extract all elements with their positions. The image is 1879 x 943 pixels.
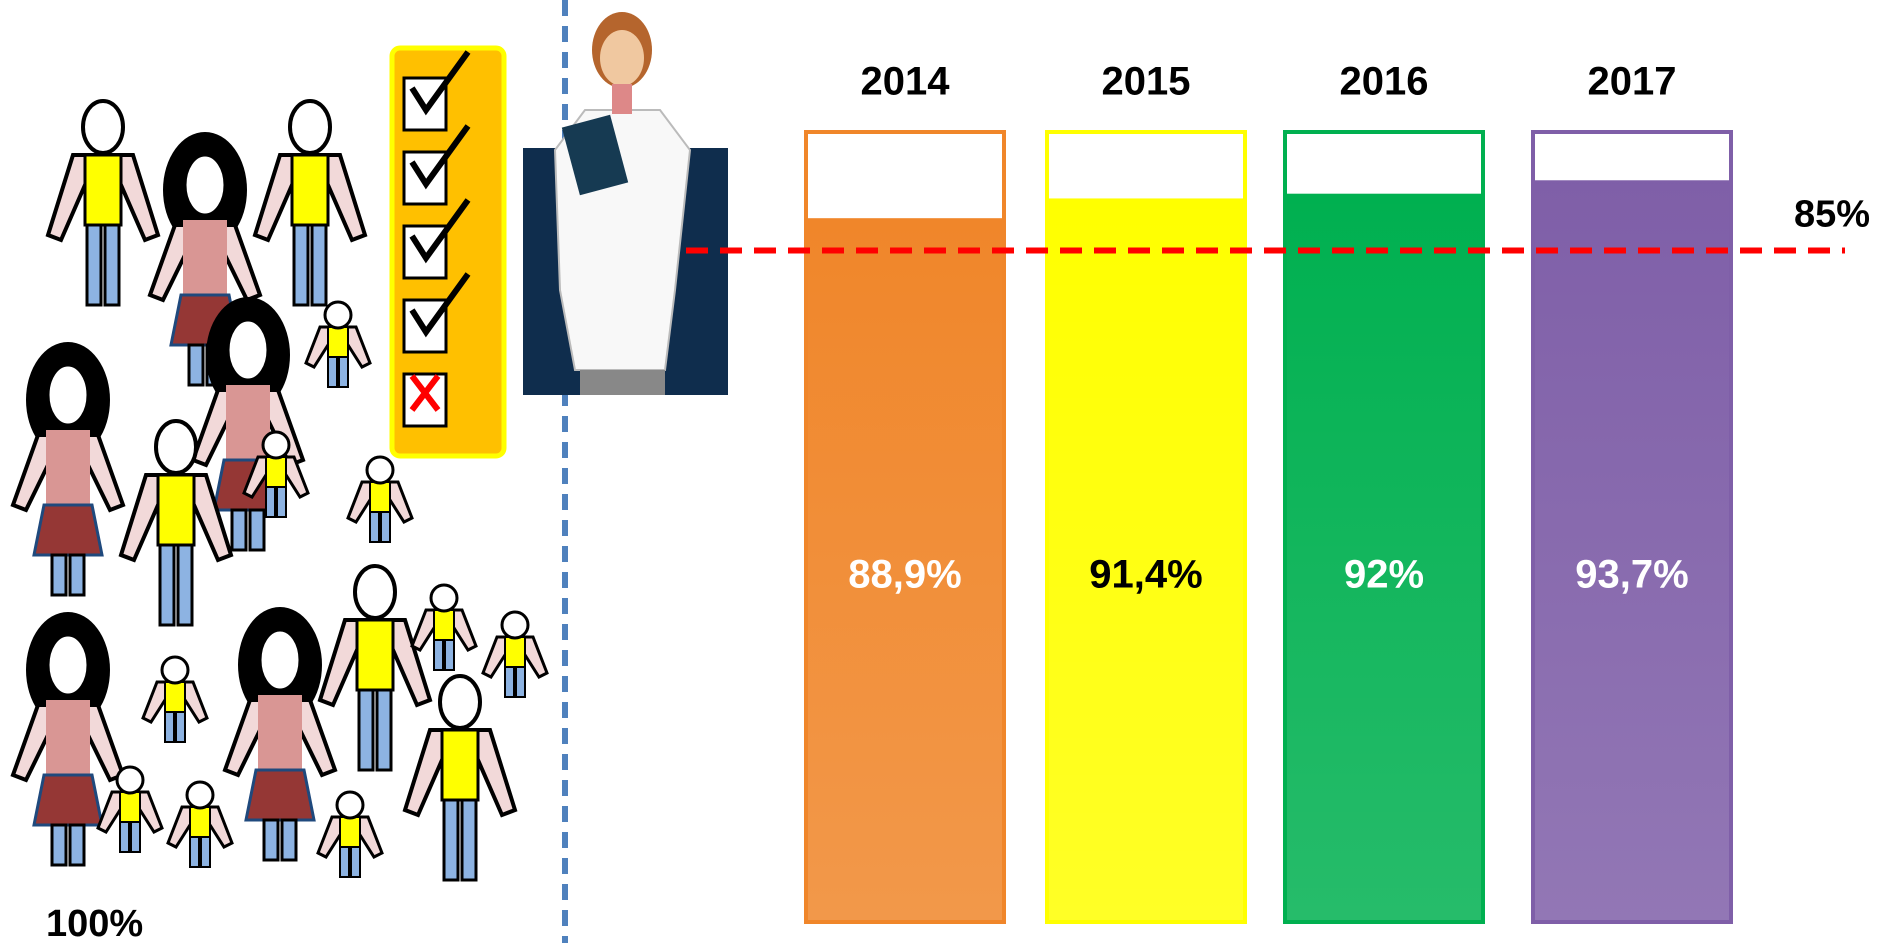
reference-label: 85%: [1794, 194, 1870, 236]
category-label: 2017: [1588, 60, 1677, 104]
value-label: 88,9%: [848, 553, 961, 597]
category-label: 2014: [861, 60, 951, 104]
checklist-illustration: [392, 48, 504, 456]
doctor-illustration: [523, 12, 728, 395]
value-label: 92%: [1344, 553, 1424, 597]
value-label: 91,4%: [1089, 553, 1202, 597]
category-label: 2016: [1340, 60, 1429, 104]
total-label: 100%: [46, 903, 143, 943]
value-label: 93,7%: [1575, 553, 1688, 597]
infographic: 2014 88,9% 2015 91,4% 2016 92% 2017 93,7% 85% 100…: [0, 0, 1879, 943]
category-label: 2015: [1102, 60, 1191, 104]
